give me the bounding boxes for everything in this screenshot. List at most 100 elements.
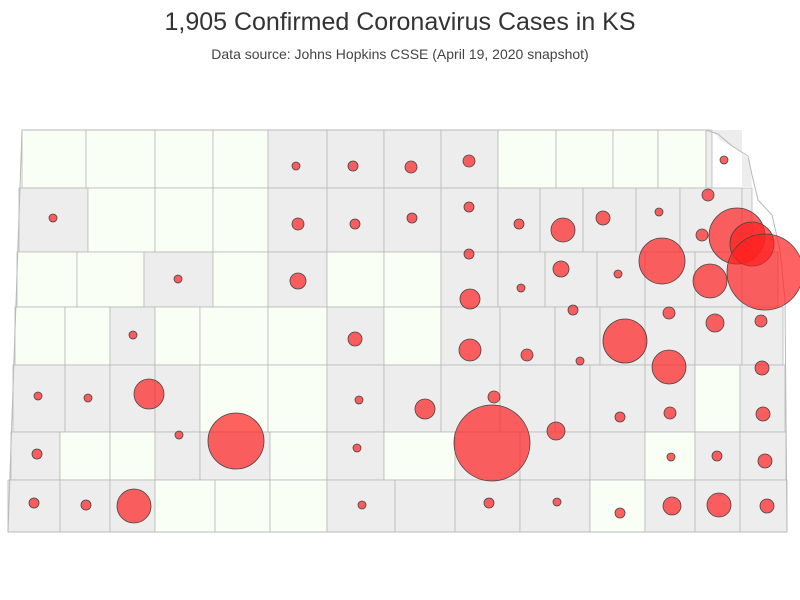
county [21,129,87,189]
case-bubble [80,499,92,511]
case-bubble [706,492,732,518]
county [612,129,659,189]
case-bubble [666,452,676,462]
county [554,364,591,433]
case-bubble [133,378,165,410]
case-bubble [662,306,676,320]
case-bubble [546,421,566,441]
case-bubble [354,395,364,405]
case-bubble [463,201,475,213]
county [383,431,456,481]
map-subtitle: Data source: Johns Hopkins CSSE (April 1… [211,46,589,62]
case-bubble [357,500,367,510]
county [497,251,546,308]
county [154,306,201,366]
case-bubble [349,218,361,230]
county [212,187,269,253]
case-bubble [755,406,771,422]
case-bubble [754,314,768,328]
county [269,431,328,481]
county [383,129,442,189]
case-bubble [552,497,562,507]
case-bubble [406,212,418,224]
case-bubble [711,450,723,462]
county [14,306,66,366]
county [694,364,741,433]
county [154,431,201,481]
case-bubble [128,330,138,340]
case-bubble [291,161,301,171]
case-bubble [654,207,664,217]
county [519,479,591,533]
county [64,306,111,366]
case-bubble [520,348,534,362]
case-bubble [291,217,305,231]
case-bubble [458,338,482,362]
county [326,251,385,308]
county [589,431,646,481]
case-bubble [754,360,770,376]
county [154,129,214,189]
case-bubble [463,248,475,260]
county [657,129,707,189]
county [214,479,271,533]
case-bubble [552,260,570,278]
case-bubble [487,390,501,404]
case-bubble [483,497,495,509]
case-bubble [174,430,184,440]
case-bubble [83,393,93,403]
case-bubble [638,237,686,285]
case-bubble [33,391,43,401]
county [589,364,646,433]
case-bubble [347,331,363,347]
county [212,251,269,308]
case-bubble [404,160,418,174]
map-title: 1,905 Confirmed Coronavirus Cases in KS [164,8,636,36]
county [109,431,156,481]
case-bubble [453,404,531,482]
case-bubble [692,263,728,299]
case-bubble [695,228,709,242]
case-bubble [567,304,579,316]
county [589,479,646,533]
county [267,129,328,189]
case-bubble [614,411,626,423]
case-bubble [414,398,436,420]
county [383,306,442,366]
county [76,251,145,308]
county [269,479,328,533]
case-bubble [595,210,611,226]
case-bubble [207,412,265,470]
case-bubble [513,218,525,230]
case-bubble [726,233,800,311]
county [440,187,499,253]
county [85,129,156,189]
county [59,431,111,481]
county [394,479,456,533]
county [705,129,713,189]
county [554,306,601,366]
county [154,187,214,253]
case-bubble-layer [28,154,800,524]
county [199,306,269,366]
state-outline [7,129,788,533]
county [87,187,156,253]
case-bubble [651,349,687,385]
county [212,129,269,189]
county [267,306,328,366]
county-layer [7,129,788,533]
case-bubble [48,213,58,223]
case-bubble [614,507,626,519]
case-bubble [462,154,476,168]
county [544,251,598,308]
case-bubble [759,498,775,514]
case-bubble [173,274,183,284]
county [555,129,614,189]
case-bubble [116,488,152,524]
county [596,251,646,308]
county [383,251,442,308]
county [154,479,216,533]
county [497,129,557,189]
county [706,130,752,188]
